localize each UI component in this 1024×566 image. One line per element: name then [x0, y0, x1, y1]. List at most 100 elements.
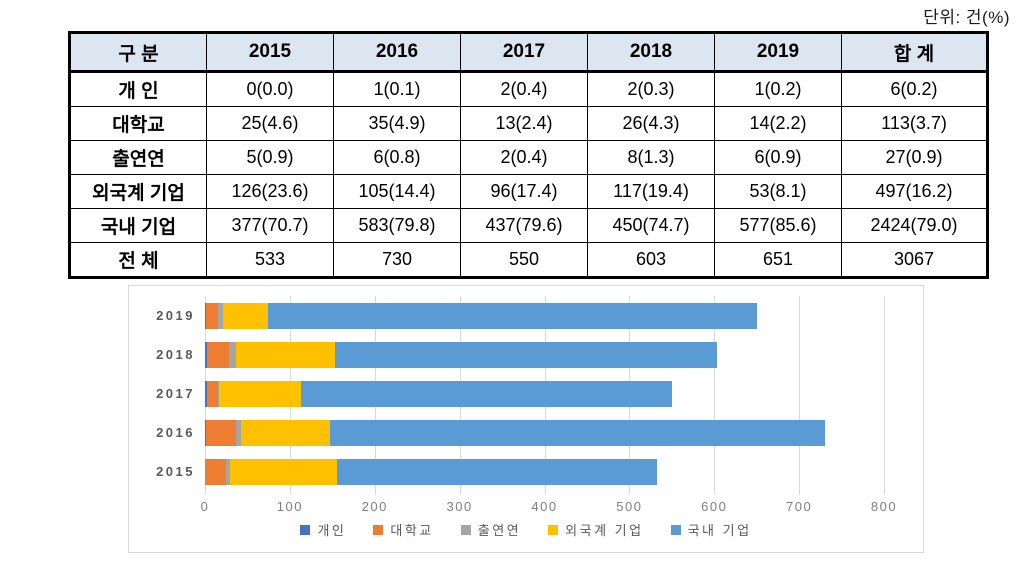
legend-marker-icon — [300, 524, 311, 535]
y-axis-category-label: 2018 — [156, 347, 195, 362]
summary-table: 구 분 2015 2016 2017 2018 2019 합 계 개 인 0(0.0) 1(0.… — [68, 31, 989, 279]
stacked-bar-chart: 개인 대학교 출연연 외국계 기업 국내 기업 0 100 200 300 400 500 600 7… — [128, 285, 924, 553]
table-row: 국내 기업 377(70.7) 583(79.8) 437(79.6) 450(74.7… — [69, 208, 988, 243]
stacked-bar — [205, 458, 884, 485]
bar-row — [205, 452, 884, 491]
table-cell: 6(0.8) — [333, 140, 461, 175]
legend-item: 국내 기업 — [670, 520, 752, 539]
legend-marker-icon — [548, 524, 559, 535]
bar-row — [205, 413, 884, 452]
table-cell: 651 — [714, 242, 842, 278]
table-cell: 3067 — [841, 242, 988, 278]
column-header: 2016 — [333, 32, 461, 73]
table-row: 출연연 5(0.9) 6(0.8) 2(0.4) 8(1.3) 6(0.9) 27(0.9) — [69, 140, 988, 175]
gridline — [884, 296, 885, 495]
row-label: 전 체 — [69, 242, 207, 278]
table-cell: 8(1.3) — [587, 140, 715, 175]
table-cell: 1(0.1) — [333, 71, 461, 107]
legend-label: 외국계 기업 — [565, 523, 644, 538]
table-cell: 2(0.3) — [587, 71, 715, 107]
chart-plot-area — [205, 296, 885, 495]
bar-segment-출연연 — [217, 302, 223, 329]
table-cell: 533 — [206, 242, 334, 278]
table-cell: 5(0.9) — [206, 140, 334, 175]
bar-segment-출연연 — [226, 458, 231, 485]
bar-segment-대학교 — [205, 458, 227, 485]
x-axis-tick-label: 0 — [200, 499, 210, 514]
table-cell: 126(23.6) — [206, 174, 334, 209]
row-label: 대학교 — [69, 106, 207, 141]
table-cell: 26(4.3) — [587, 106, 715, 141]
row-label: 외국계 기업 — [69, 174, 207, 209]
x-axis-tick-label: 500 — [616, 499, 643, 514]
table-row: 대학교 25(4.6) 35(4.9) 13(2.4) 26(4.3) 14(2.2) 11… — [69, 106, 988, 141]
table-header-row: 구 분 2015 2016 2017 2018 2019 합 계 — [69, 32, 988, 73]
column-header: 2015 — [206, 32, 334, 73]
stacked-bar — [205, 341, 884, 368]
table-cell: 117(19.4) — [587, 174, 715, 209]
stacked-bar — [205, 419, 884, 446]
row-label: 국내 기업 — [69, 208, 207, 243]
bar-row — [205, 374, 884, 413]
bar-segment-외국계-기업 — [235, 341, 335, 368]
y-axis-category-label: 2015 — [156, 464, 195, 479]
table-cell: 437(79.6) — [460, 208, 588, 243]
column-header: 2017 — [460, 32, 588, 73]
table-cell: 105(14.4) — [333, 174, 461, 209]
gridline — [714, 296, 716, 495]
y-axis-category-label: 2019 — [156, 308, 195, 323]
table-cell: 14(2.2) — [714, 106, 842, 141]
table-cell: 113(3.7) — [841, 106, 988, 141]
bar-segment-대학교 — [205, 302, 218, 329]
table-cell: 6(0.2) — [841, 71, 988, 107]
table-cell: 35(4.9) — [333, 106, 461, 141]
table-cell: 450(74.7) — [587, 208, 715, 243]
bar-segment-개인 — [205, 341, 207, 368]
table-cell: 96(17.4) — [460, 174, 588, 209]
x-axis-tick-label: 100 — [276, 499, 303, 514]
x-axis-tick-label: 600 — [701, 499, 728, 514]
legend-label: 개인 — [317, 523, 347, 538]
bar-segment-국내-기업 — [337, 458, 658, 485]
x-axis-tick-label: 700 — [786, 499, 813, 514]
table-cell: 1(0.2) — [714, 71, 842, 107]
bar-segment-국내-기업 — [329, 419, 825, 446]
legend-marker-icon — [373, 524, 384, 535]
table-cell: 53(8.1) — [714, 174, 842, 209]
stacked-bar — [205, 302, 884, 329]
bar-segment-개인 — [205, 302, 206, 329]
bar-segment-대학교 — [206, 380, 218, 407]
bar-segment-외국계-기업 — [219, 380, 301, 407]
y-axis-category-label: 2017 — [156, 386, 195, 401]
column-header-category: 구 분 — [69, 32, 207, 73]
bar-segment-외국계-기업 — [240, 419, 330, 446]
table-cell: 377(70.7) — [206, 208, 334, 243]
table-row: 외국계 기업 126(23.6) 105(14.4) 96(17.4) 117(19.4… — [69, 174, 988, 209]
table-cell: 0(0.0) — [206, 71, 334, 107]
legend-label: 대학교 — [390, 523, 434, 538]
table-row: 개 인 0(0.0) 1(0.1) 2(0.4) 2(0.3) 1(0.2) 6(0.2) — [69, 71, 988, 107]
table-cell: 497(16.2) — [841, 174, 988, 209]
bar-segment-외국계-기업 — [222, 302, 268, 329]
bar-segment-개인 — [205, 419, 206, 446]
gridline — [799, 296, 801, 495]
row-label: 개 인 — [69, 71, 207, 107]
column-header: 2018 — [587, 32, 715, 73]
table-cell: 6(0.9) — [714, 140, 842, 175]
x-axis-tick-label: 200 — [361, 499, 388, 514]
stacked-bar — [205, 380, 884, 407]
bar-segment-외국계-기업 — [230, 458, 338, 485]
table-cell: 2(0.4) — [460, 71, 588, 107]
column-header: 합 계 — [841, 32, 988, 73]
bar-segment-국내-기업 — [334, 341, 717, 368]
bar-segment-국내-기업 — [300, 380, 672, 407]
unit-label: 단위: 건(%) — [923, 8, 1010, 27]
table-cell: 2(0.4) — [460, 140, 588, 175]
table-cell: 25(4.6) — [206, 106, 334, 141]
bar-segment-출연연 — [235, 419, 241, 446]
legend-marker-icon — [460, 524, 471, 535]
column-header: 2019 — [714, 32, 842, 73]
bar-segment-출연연 — [217, 380, 220, 407]
legend-label: 국내 기업 — [687, 523, 752, 538]
table-body: 개 인 0(0.0) 1(0.1) 2(0.4) 2(0.3) 1(0.2) 6(0.2) 대… — [69, 71, 988, 278]
